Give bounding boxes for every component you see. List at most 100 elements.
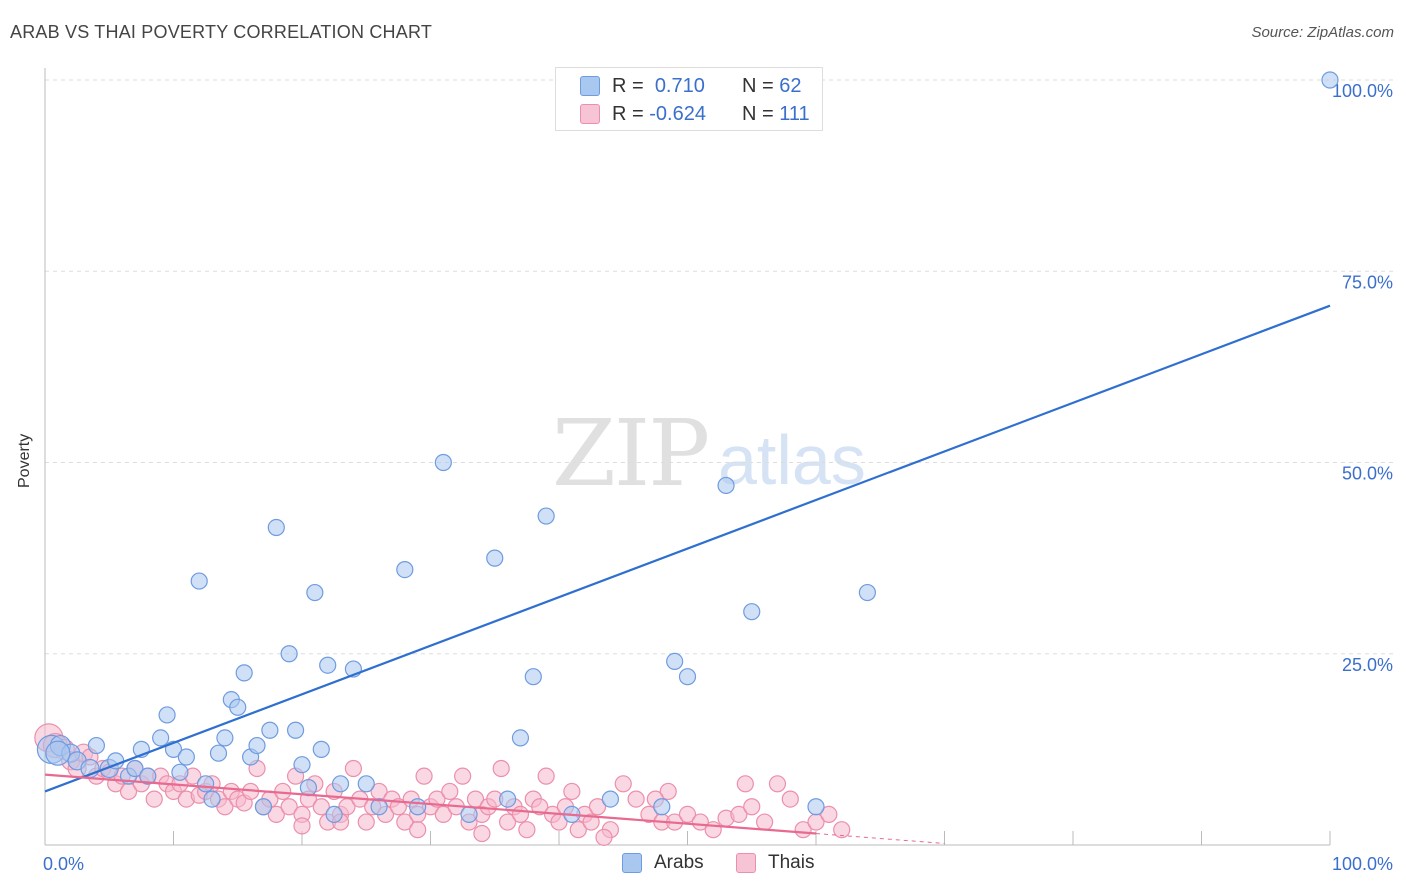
thai-point-77 xyxy=(537,767,555,785)
arabs-r-value: 0.710 xyxy=(654,74,705,97)
legend-arabs-label: Arabs xyxy=(654,852,704,873)
thai-point-27 xyxy=(216,798,234,816)
series-legend: Arabs Thais xyxy=(0,852,1406,878)
source-credit: Source: ZipAtlas.com xyxy=(1251,24,1394,41)
thai-point-93 xyxy=(678,805,697,824)
arab-point-34 xyxy=(306,583,324,602)
thai-point-95 xyxy=(704,821,722,839)
arabs-n-value: 62 xyxy=(779,74,802,97)
thai-point-101 xyxy=(781,790,799,808)
y-tick-label-75: 75.0% xyxy=(1342,272,1393,292)
thai-point-70 xyxy=(492,759,510,778)
thai-point-60 xyxy=(428,790,446,808)
arab-point-50 xyxy=(537,507,555,525)
chart-title: ARAB VS THAI POVERTY CORRELATION CHART xyxy=(10,22,433,42)
thai-point-55 xyxy=(396,813,414,831)
arab-point-30 xyxy=(280,645,298,663)
thai-point-71 xyxy=(499,813,517,831)
arabs-r-label: R = xyxy=(612,74,644,97)
thais-n-label: N = xyxy=(742,102,774,125)
thai-point-89 xyxy=(640,805,658,824)
arab-point-59 xyxy=(858,583,877,602)
x-tick-label-right: 100.0% xyxy=(1332,854,1393,874)
thai-point-61 xyxy=(434,805,452,824)
correlation-legend: R = 0.710 N = 62 R = -0.624 N = 111 xyxy=(555,67,823,131)
arab-point-57 xyxy=(743,603,761,621)
arab-point-58 xyxy=(807,798,825,816)
arab-point-17 xyxy=(190,572,208,590)
arabs-swatch xyxy=(580,76,600,96)
arab-point-46 xyxy=(486,549,504,567)
arab-point-44 xyxy=(434,453,452,472)
arab-point-5 xyxy=(87,736,106,755)
arab-point-27 xyxy=(254,798,273,816)
thai-point-88 xyxy=(627,790,645,808)
arab-point-32 xyxy=(293,756,311,774)
arab-point-11 xyxy=(139,767,157,785)
thais-r-label: R = xyxy=(612,102,644,125)
arab-point-56 xyxy=(653,798,671,816)
thai-point-58 xyxy=(415,767,433,785)
thai-point-76 xyxy=(531,798,549,816)
legend-row-arabs: R = 0.710 N = 62 xyxy=(556,72,802,100)
watermark-zip: ZIP xyxy=(552,400,710,507)
thai-point-84 xyxy=(582,813,600,831)
arab-point-21 xyxy=(216,729,234,747)
legend-arabs-swatch xyxy=(622,853,642,873)
legend-row-thais: R = -0.624 N = 111 xyxy=(556,100,810,128)
arab-point-9 xyxy=(126,759,144,778)
arab-point-53 xyxy=(666,652,684,671)
thai-point-47 xyxy=(344,759,362,778)
arab-point-41 xyxy=(370,798,388,816)
y-tick-label-50: 50.0% xyxy=(1342,464,1393,484)
thai-point-98 xyxy=(743,798,761,816)
y-tick-label-100: 100.0% xyxy=(1332,81,1393,101)
thai-point-104 xyxy=(820,805,838,824)
thai-point-99 xyxy=(755,813,774,831)
thai-point-64 xyxy=(454,767,472,785)
thai-point-112 xyxy=(293,817,311,835)
thai-point-85 xyxy=(588,798,607,816)
arab-point-52 xyxy=(601,790,620,808)
arab-point-26 xyxy=(248,736,266,755)
thai-point-49 xyxy=(357,813,375,831)
thai-point-81 xyxy=(563,782,581,801)
arab-point-35 xyxy=(312,740,330,758)
arab-point-38 xyxy=(331,775,350,793)
thai-point-82 xyxy=(569,821,587,839)
arab-point-18 xyxy=(197,775,215,793)
arab-point-12 xyxy=(152,729,170,747)
arabs-n-label: N = xyxy=(742,74,774,97)
arab-point-23 xyxy=(229,698,247,716)
legend-thais-swatch xyxy=(736,853,756,873)
thais-r-value: -0.624 xyxy=(649,102,706,125)
arab-point-49 xyxy=(524,668,542,686)
arab-point-48 xyxy=(511,729,530,747)
arab-point-24 xyxy=(235,664,253,682)
thai-point-109 xyxy=(473,824,491,843)
arab-point-37 xyxy=(325,805,343,824)
thai-point-73 xyxy=(511,805,530,824)
thai-point-62 xyxy=(441,782,459,801)
thai-point-97 xyxy=(730,805,748,824)
thais-trend-extension xyxy=(815,833,945,844)
legend-thais-label: Thais xyxy=(768,852,815,873)
thais-trend-line xyxy=(44,773,817,835)
thais-n-value: 111 xyxy=(779,102,810,125)
thai-point-110 xyxy=(409,821,427,839)
thai-point-108 xyxy=(595,828,613,846)
thai-point-35 xyxy=(267,805,285,824)
arab-point-19 xyxy=(203,790,221,808)
arab-point-20 xyxy=(209,744,228,762)
y-tick-label-25: 25.0% xyxy=(1342,655,1393,675)
x-tick-label-left: 0.0% xyxy=(43,854,84,874)
arab-point-45 xyxy=(460,805,478,824)
arab-point-55 xyxy=(717,476,735,495)
thai-point-42 xyxy=(312,798,330,816)
arab-point-13 xyxy=(158,706,176,724)
arab-point-15 xyxy=(171,763,189,781)
legend-item-arabs: Arabs xyxy=(622,852,704,874)
thai-point-105 xyxy=(833,821,851,839)
arab-point-54 xyxy=(678,668,697,686)
